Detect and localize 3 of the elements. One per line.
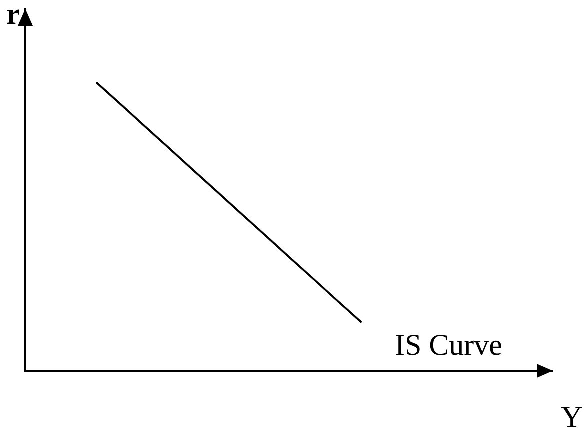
y-axis-title: r (6, 0, 20, 31)
x-axis-title: Y (561, 401, 583, 432)
series-label: IS Curve (395, 329, 502, 362)
